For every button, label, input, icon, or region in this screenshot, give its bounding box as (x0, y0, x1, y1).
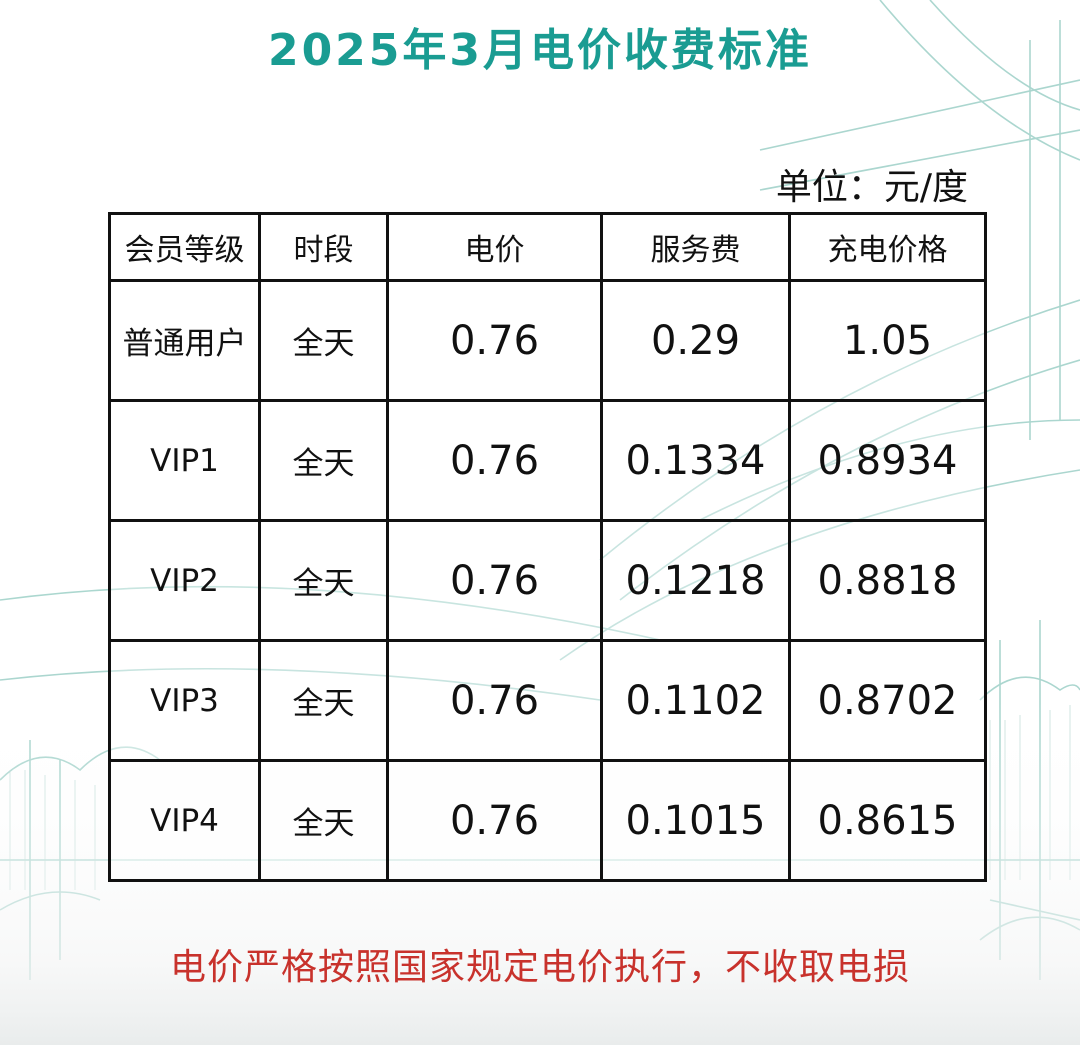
member-level-cell: VIP1 (108, 399, 261, 522)
header-service-fee: 服务费 (600, 212, 791, 282)
charging-price-cell: 0.8818 (788, 519, 987, 642)
service-fee-cell: 0.1218 (600, 519, 791, 642)
electricity-price-cell: 0.76 (386, 279, 603, 402)
member-level-cell: VIP4 (108, 759, 261, 882)
header-electricity-price: 电价 (386, 212, 603, 282)
member-level-cell: VIP2 (108, 519, 261, 642)
table-header-row: 会员等级 时段 电价 服务费 充电价格 (108, 212, 987, 282)
charging-price-cell: 0.8934 (788, 399, 987, 522)
time-period-cell: 全天 (258, 399, 389, 522)
electricity-price-cell: 0.76 (386, 399, 603, 522)
price-table: 会员等级 时段 电价 服务费 充电价格 普通用户 全天 0.76 0.29 1.… (108, 212, 987, 882)
member-level-cell: 普通用户 (108, 279, 261, 402)
service-fee-cell: 0.1015 (600, 759, 791, 882)
unit-label: 单位：元/度 (775, 167, 968, 208)
header-charging-price: 充电价格 (788, 212, 987, 282)
electricity-price-cell: 0.76 (386, 519, 603, 642)
charging-price-cell: 1.05 (788, 279, 987, 402)
member-level-cell: VIP3 (108, 639, 261, 762)
charging-price-cell: 0.8702 (788, 639, 987, 762)
service-fee-cell: 0.29 (600, 279, 791, 402)
table-row: VIP4 全天 0.76 0.1015 0.8615 (108, 759, 987, 882)
electricity-price-cell: 0.76 (386, 639, 603, 762)
charging-price-cell: 0.8615 (788, 759, 987, 882)
header-time-period: 时段 (258, 212, 389, 282)
service-fee-cell: 0.1334 (600, 399, 791, 522)
time-period-cell: 全天 (258, 519, 389, 642)
electricity-price-cell: 0.76 (386, 759, 603, 882)
table-row: 普通用户 全天 0.76 0.29 1.05 (108, 279, 987, 402)
header-member-level: 会员等级 (108, 212, 261, 282)
time-period-cell: 全天 (258, 759, 389, 882)
time-period-cell: 全天 (258, 639, 389, 762)
service-fee-cell: 0.1102 (600, 639, 791, 762)
time-period-cell: 全天 (258, 279, 389, 402)
page-title: 2025年3月电价收费标准 (267, 25, 813, 76)
table-row: VIP2 全天 0.76 0.1218 0.8818 (108, 519, 987, 642)
table-row: VIP3 全天 0.76 0.1102 0.8702 (108, 639, 987, 762)
footer-note: 电价严格按照国家规定电价执行，不收取电损 (169, 947, 910, 988)
table-row: VIP1 全天 0.76 0.1334 0.8934 (108, 399, 987, 522)
